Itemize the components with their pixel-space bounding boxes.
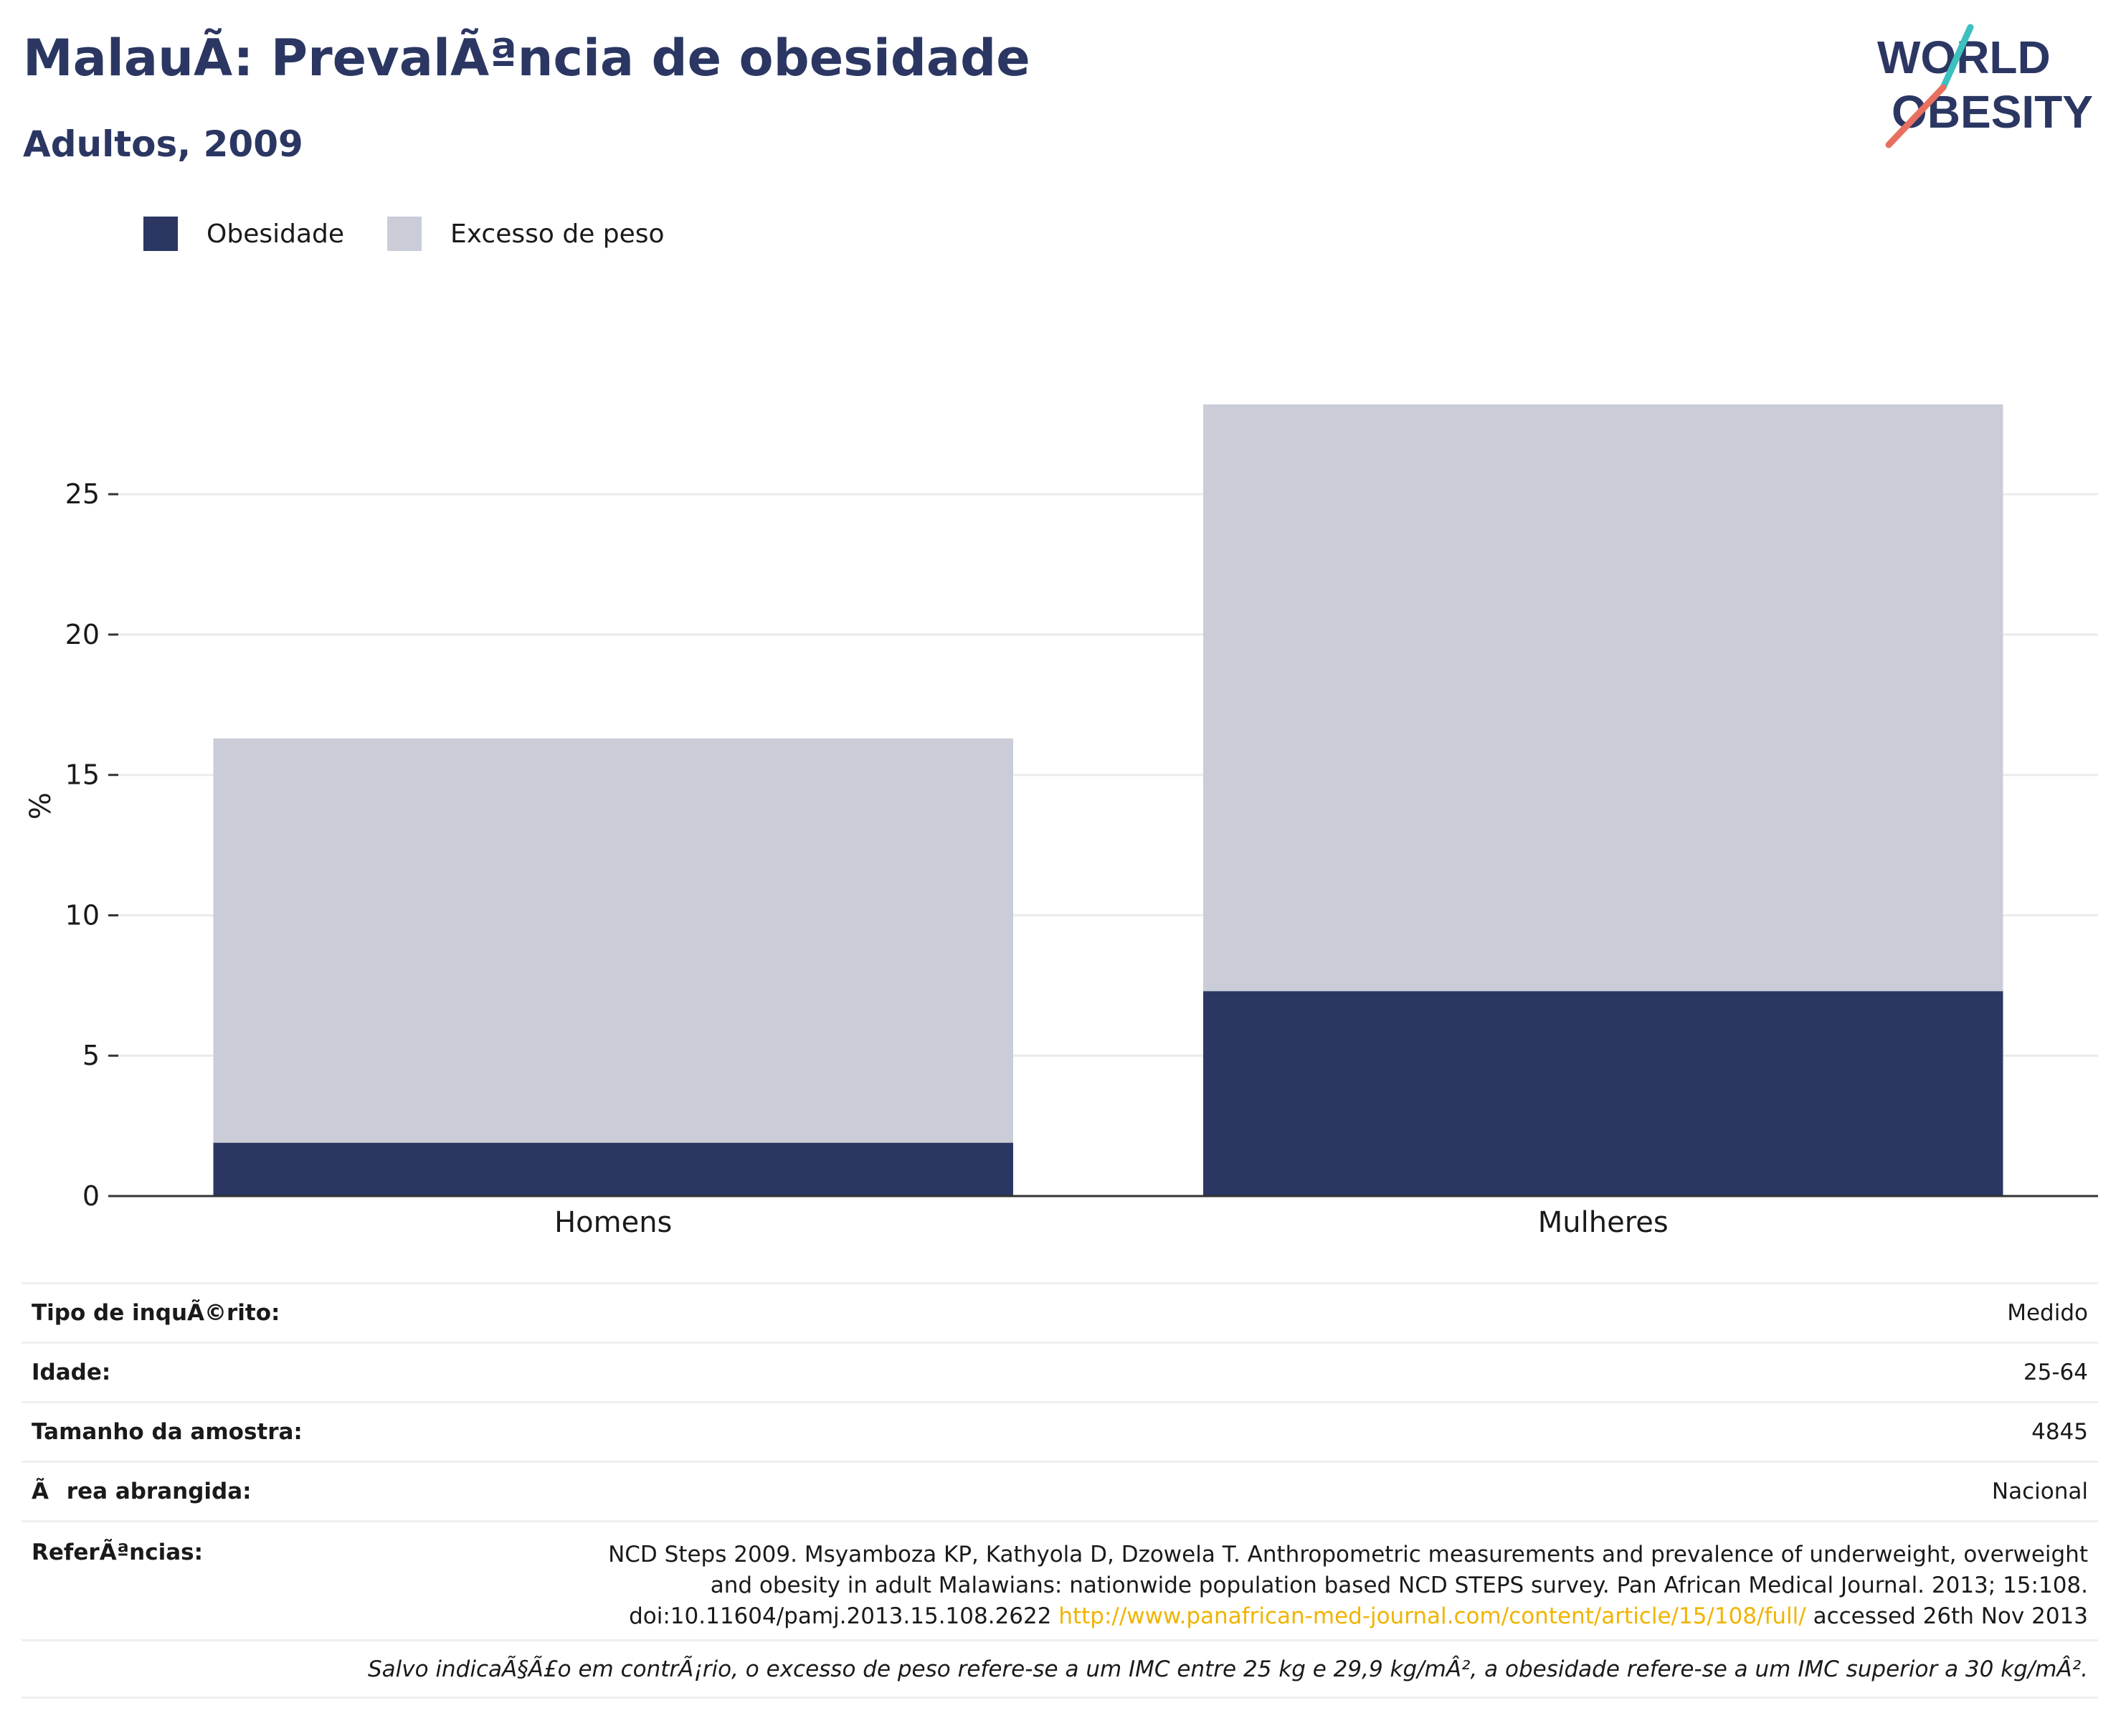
logo-text-obesity: OBESITY — [1892, 86, 2093, 138]
bar-homens-obesidade — [213, 1142, 1013, 1196]
logo-slash-bottom — [1885, 84, 1947, 148]
y-tick-label-15: 15 — [65, 759, 100, 791]
info-row-note: Salvo indicaÃ§Ã£o em contrÃ¡rio, o exces… — [22, 1639, 2098, 1699]
survey-info-table: Tipo de inquÃ©rito: Medido Idade: 25-64 … — [22, 1282, 2098, 1699]
legend-item-excesso-de-peso[interactable]: Excesso de peso — [387, 217, 665, 251]
x-tick-label-homens: Homens — [554, 1206, 672, 1239]
info-value: 4845 — [2031, 1419, 2088, 1445]
info-key: Tipo de inquÃ©rito: — [32, 1300, 280, 1326]
stacked-bar-chart: 0 5 10 15 20 25% Homens Mulheres — [24, 404, 2098, 1239]
bar-mulheres-obesidade — [1203, 991, 2003, 1196]
info-value: Medido — [2007, 1300, 2088, 1326]
info-row-references: ReferÃªncias: NCD Steps 2009. Msyamboza … — [22, 1520, 2098, 1639]
reference-accessed: accessed 26th Nov 2013 — [1813, 1603, 2088, 1629]
references-text: NCD Steps 2009. Msyamboza KP, Kathyola D… — [396, 1540, 2088, 1632]
reference-doi: doi:10.11604/pamj.2013.15.108.2622 — [629, 1603, 1052, 1629]
info-value: Nacional — [1991, 1479, 2088, 1504]
y-tick-label-25: 25 — [65, 478, 100, 510]
reference-line-2: and obesity in adult Malawians: nationwi… — [710, 1573, 2088, 1598]
legend-swatch-obesidade — [143, 217, 178, 251]
y-axis-label: % — [24, 792, 57, 820]
info-row-area: Ãrea abrangida: Nacional — [22, 1461, 2098, 1520]
y-tick-label-0: 0 — [82, 1180, 100, 1212]
reference-link[interactable]: http://www.panafrican-med-journal.com/co… — [1058, 1603, 1806, 1629]
legend-label-excesso-de-peso: Excesso de peso — [450, 219, 665, 249]
legend-item-obesidade[interactable]: Obesidade — [143, 217, 344, 251]
info-key: Idade: — [32, 1360, 111, 1385]
y-tick-label-10: 10 — [65, 899, 100, 931]
logo-slash-top — [1940, 24, 1974, 91]
reference-line-1: NCD Steps 2009. Msyamboza KP, Kathyola D… — [608, 1542, 2088, 1567]
bar-homens-excesso-de-peso — [213, 738, 1013, 1143]
chart-title: MalauÃ: PrevalÃªncia de obesidade — [23, 29, 1030, 87]
y-tick-label-5: 5 — [82, 1040, 100, 1071]
legend-swatch-excesso-de-peso — [387, 217, 422, 251]
bmi-note: Salvo indicaÃ§Ã£o em contrÃ¡rio, o exces… — [367, 1656, 2088, 1682]
chart-legend: Obesidade Excesso de peso — [143, 212, 708, 255]
world-obesity-logo: WORLD OBESITY — [1877, 24, 2093, 148]
x-tick-label-mulheres: Mulheres — [1538, 1206, 1669, 1239]
bar-mulheres-excesso-de-peso — [1203, 404, 2003, 992]
legend-label-obesidade: Obesidade — [207, 219, 345, 249]
info-key: Ãrea abrangida: — [32, 1479, 252, 1504]
info-row-sample-size: Tamanho da amostra: 4845 — [22, 1401, 2098, 1461]
info-key: Tamanho da amostra: — [32, 1419, 303, 1445]
info-key: ReferÃªncias: — [32, 1540, 204, 1565]
chart-subtitle: Adultos, 2009 — [23, 123, 303, 165]
info-row-age: Idade: 25-64 — [22, 1342, 2098, 1401]
info-value: 25-64 — [2023, 1360, 2088, 1385]
info-row-survey-type: Tipo de inquÃ©rito: Medido — [22, 1282, 2098, 1342]
y-tick-label-20: 20 — [65, 619, 100, 650]
